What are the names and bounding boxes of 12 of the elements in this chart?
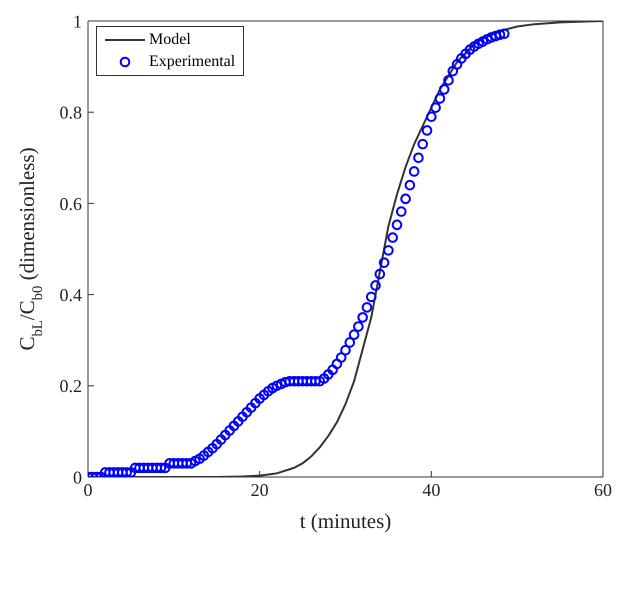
legend-label: Model xyxy=(149,31,191,49)
x-tick-label: 60 xyxy=(594,480,612,500)
x-tick-label: 20 xyxy=(250,480,269,500)
x-axis-title: t (minutes) xyxy=(300,509,392,533)
y-tick-label: 0 xyxy=(73,467,82,488)
y-tick-label: 1 xyxy=(73,11,82,32)
y-tick-label: 0.2 xyxy=(60,376,82,396)
x-tick-label: 40 xyxy=(422,480,440,500)
y-tick-label: 0.4 xyxy=(60,284,82,305)
y-tick-label: 0.6 xyxy=(60,194,82,214)
y-tick-label: 0.8 xyxy=(60,102,82,123)
legend-label: Experimental xyxy=(149,53,236,71)
